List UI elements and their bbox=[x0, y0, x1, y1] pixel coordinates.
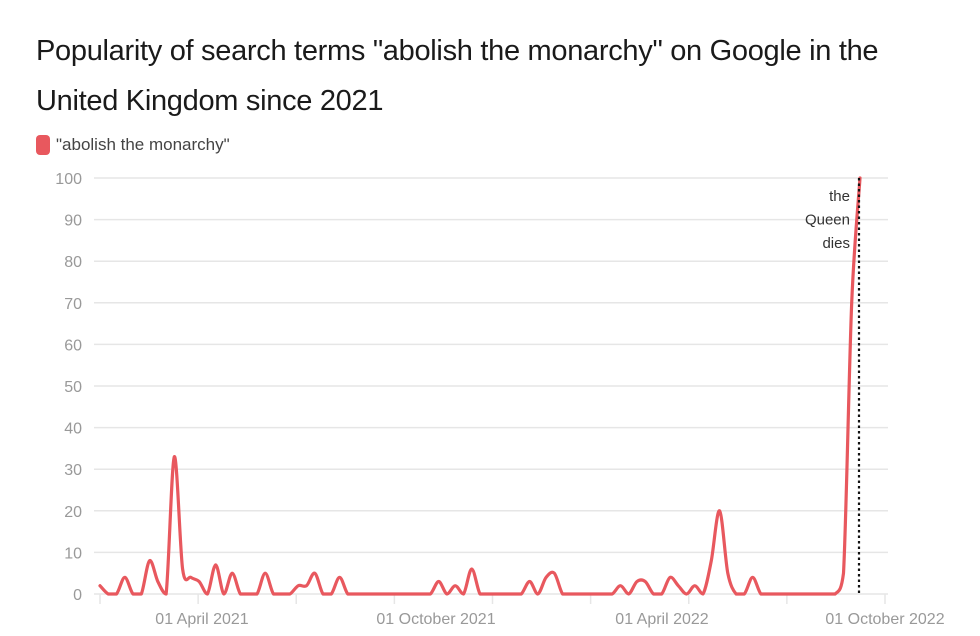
chart-title: Popularity of search terms "abolish the … bbox=[36, 35, 879, 117]
series bbox=[98, 176, 862, 596]
y-tick-label: 50 bbox=[64, 379, 82, 396]
annotation: the Queen dies bbox=[805, 178, 861, 594]
y-tick-label: 0 bbox=[73, 587, 82, 604]
y-tick-label: 70 bbox=[64, 296, 82, 313]
legend-label: "abolish the monarchy" bbox=[56, 135, 230, 154]
x-axis: 01 April 2021 01 October 2021 01 April 202… bbox=[99, 594, 945, 628]
y-tick-label: 40 bbox=[64, 421, 82, 438]
x-tick-label: 01 October 2021 bbox=[376, 611, 495, 628]
grid bbox=[94, 177, 888, 595]
y-tick-label: 90 bbox=[64, 213, 82, 230]
legend: "abolish the monarchy" bbox=[36, 134, 230, 156]
annotation-text: dies bbox=[822, 235, 850, 252]
y-tick-label: 60 bbox=[64, 337, 82, 354]
x-tick-label: 01 October 2022 bbox=[825, 611, 944, 628]
x-tick-label: 01 April 2021 bbox=[155, 611, 249, 628]
x-tick-label: 01 April 2022 bbox=[615, 611, 709, 628]
annotation-text: the bbox=[829, 188, 850, 205]
y-tick-label: 10 bbox=[64, 545, 82, 562]
series-line-abolish-the-monarchy bbox=[98, 176, 862, 596]
legend-swatch bbox=[36, 135, 50, 155]
y-tick-label: 80 bbox=[64, 254, 82, 271]
y-tick-label: 20 bbox=[64, 504, 82, 521]
y-tick-label: 100 bbox=[55, 171, 82, 188]
y-tick-label: 30 bbox=[64, 462, 82, 479]
annotation-text: Queen bbox=[805, 212, 850, 229]
y-axis: 0 10 20 30 40 50 60 70 80 90 100 bbox=[55, 171, 82, 604]
